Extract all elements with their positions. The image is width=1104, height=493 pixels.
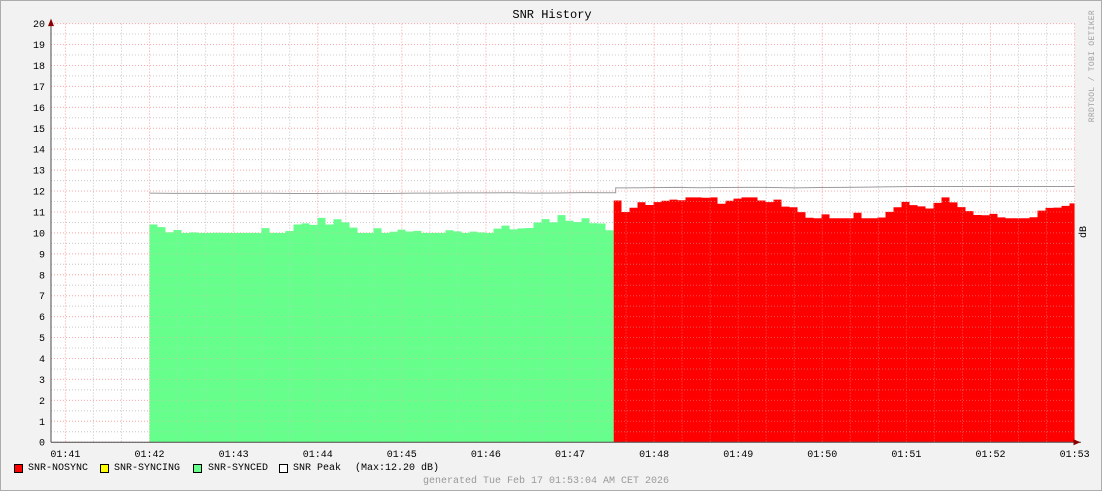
svg-text:01:53: 01:53 [1060, 450, 1090, 461]
svg-text:01:49: 01:49 [723, 450, 753, 461]
svg-text:11: 11 [33, 209, 45, 220]
svg-text:3: 3 [39, 376, 45, 387]
svg-text:01:51: 01:51 [891, 450, 921, 461]
svg-text:12: 12 [33, 188, 45, 199]
svg-text:01:46: 01:46 [471, 450, 501, 461]
svg-text:01:44: 01:44 [303, 450, 333, 461]
svg-text:01:41: 01:41 [50, 450, 80, 461]
svg-text:5: 5 [39, 334, 45, 345]
svg-text:01:45: 01:45 [387, 450, 417, 461]
svg-text:15: 15 [33, 125, 45, 136]
svg-text:dB: dB [1078, 226, 1090, 238]
svg-text:0: 0 [39, 439, 45, 450]
svg-text:9: 9 [39, 250, 45, 261]
svg-text:7: 7 [39, 292, 45, 303]
svg-text:2: 2 [39, 397, 45, 408]
svg-text:14: 14 [33, 146, 45, 157]
svg-text:6: 6 [39, 313, 45, 324]
svg-text:20: 20 [33, 20, 45, 31]
svg-text:16: 16 [33, 104, 45, 115]
svg-text:10: 10 [33, 229, 45, 240]
svg-text:4: 4 [39, 355, 45, 366]
svg-text:01:47: 01:47 [555, 450, 585, 461]
svg-text:01:52: 01:52 [975, 450, 1005, 461]
svg-text:01:42: 01:42 [134, 450, 164, 461]
svg-text:18: 18 [33, 62, 45, 73]
svg-text:01:48: 01:48 [639, 450, 669, 461]
svg-text:19: 19 [33, 41, 45, 52]
svg-text:8: 8 [39, 271, 45, 282]
svg-text:01:43: 01:43 [219, 450, 249, 461]
svg-text:1: 1 [39, 418, 45, 429]
svg-text:13: 13 [33, 167, 45, 178]
svg-text:17: 17 [33, 83, 45, 94]
svg-text:01:50: 01:50 [807, 450, 837, 461]
